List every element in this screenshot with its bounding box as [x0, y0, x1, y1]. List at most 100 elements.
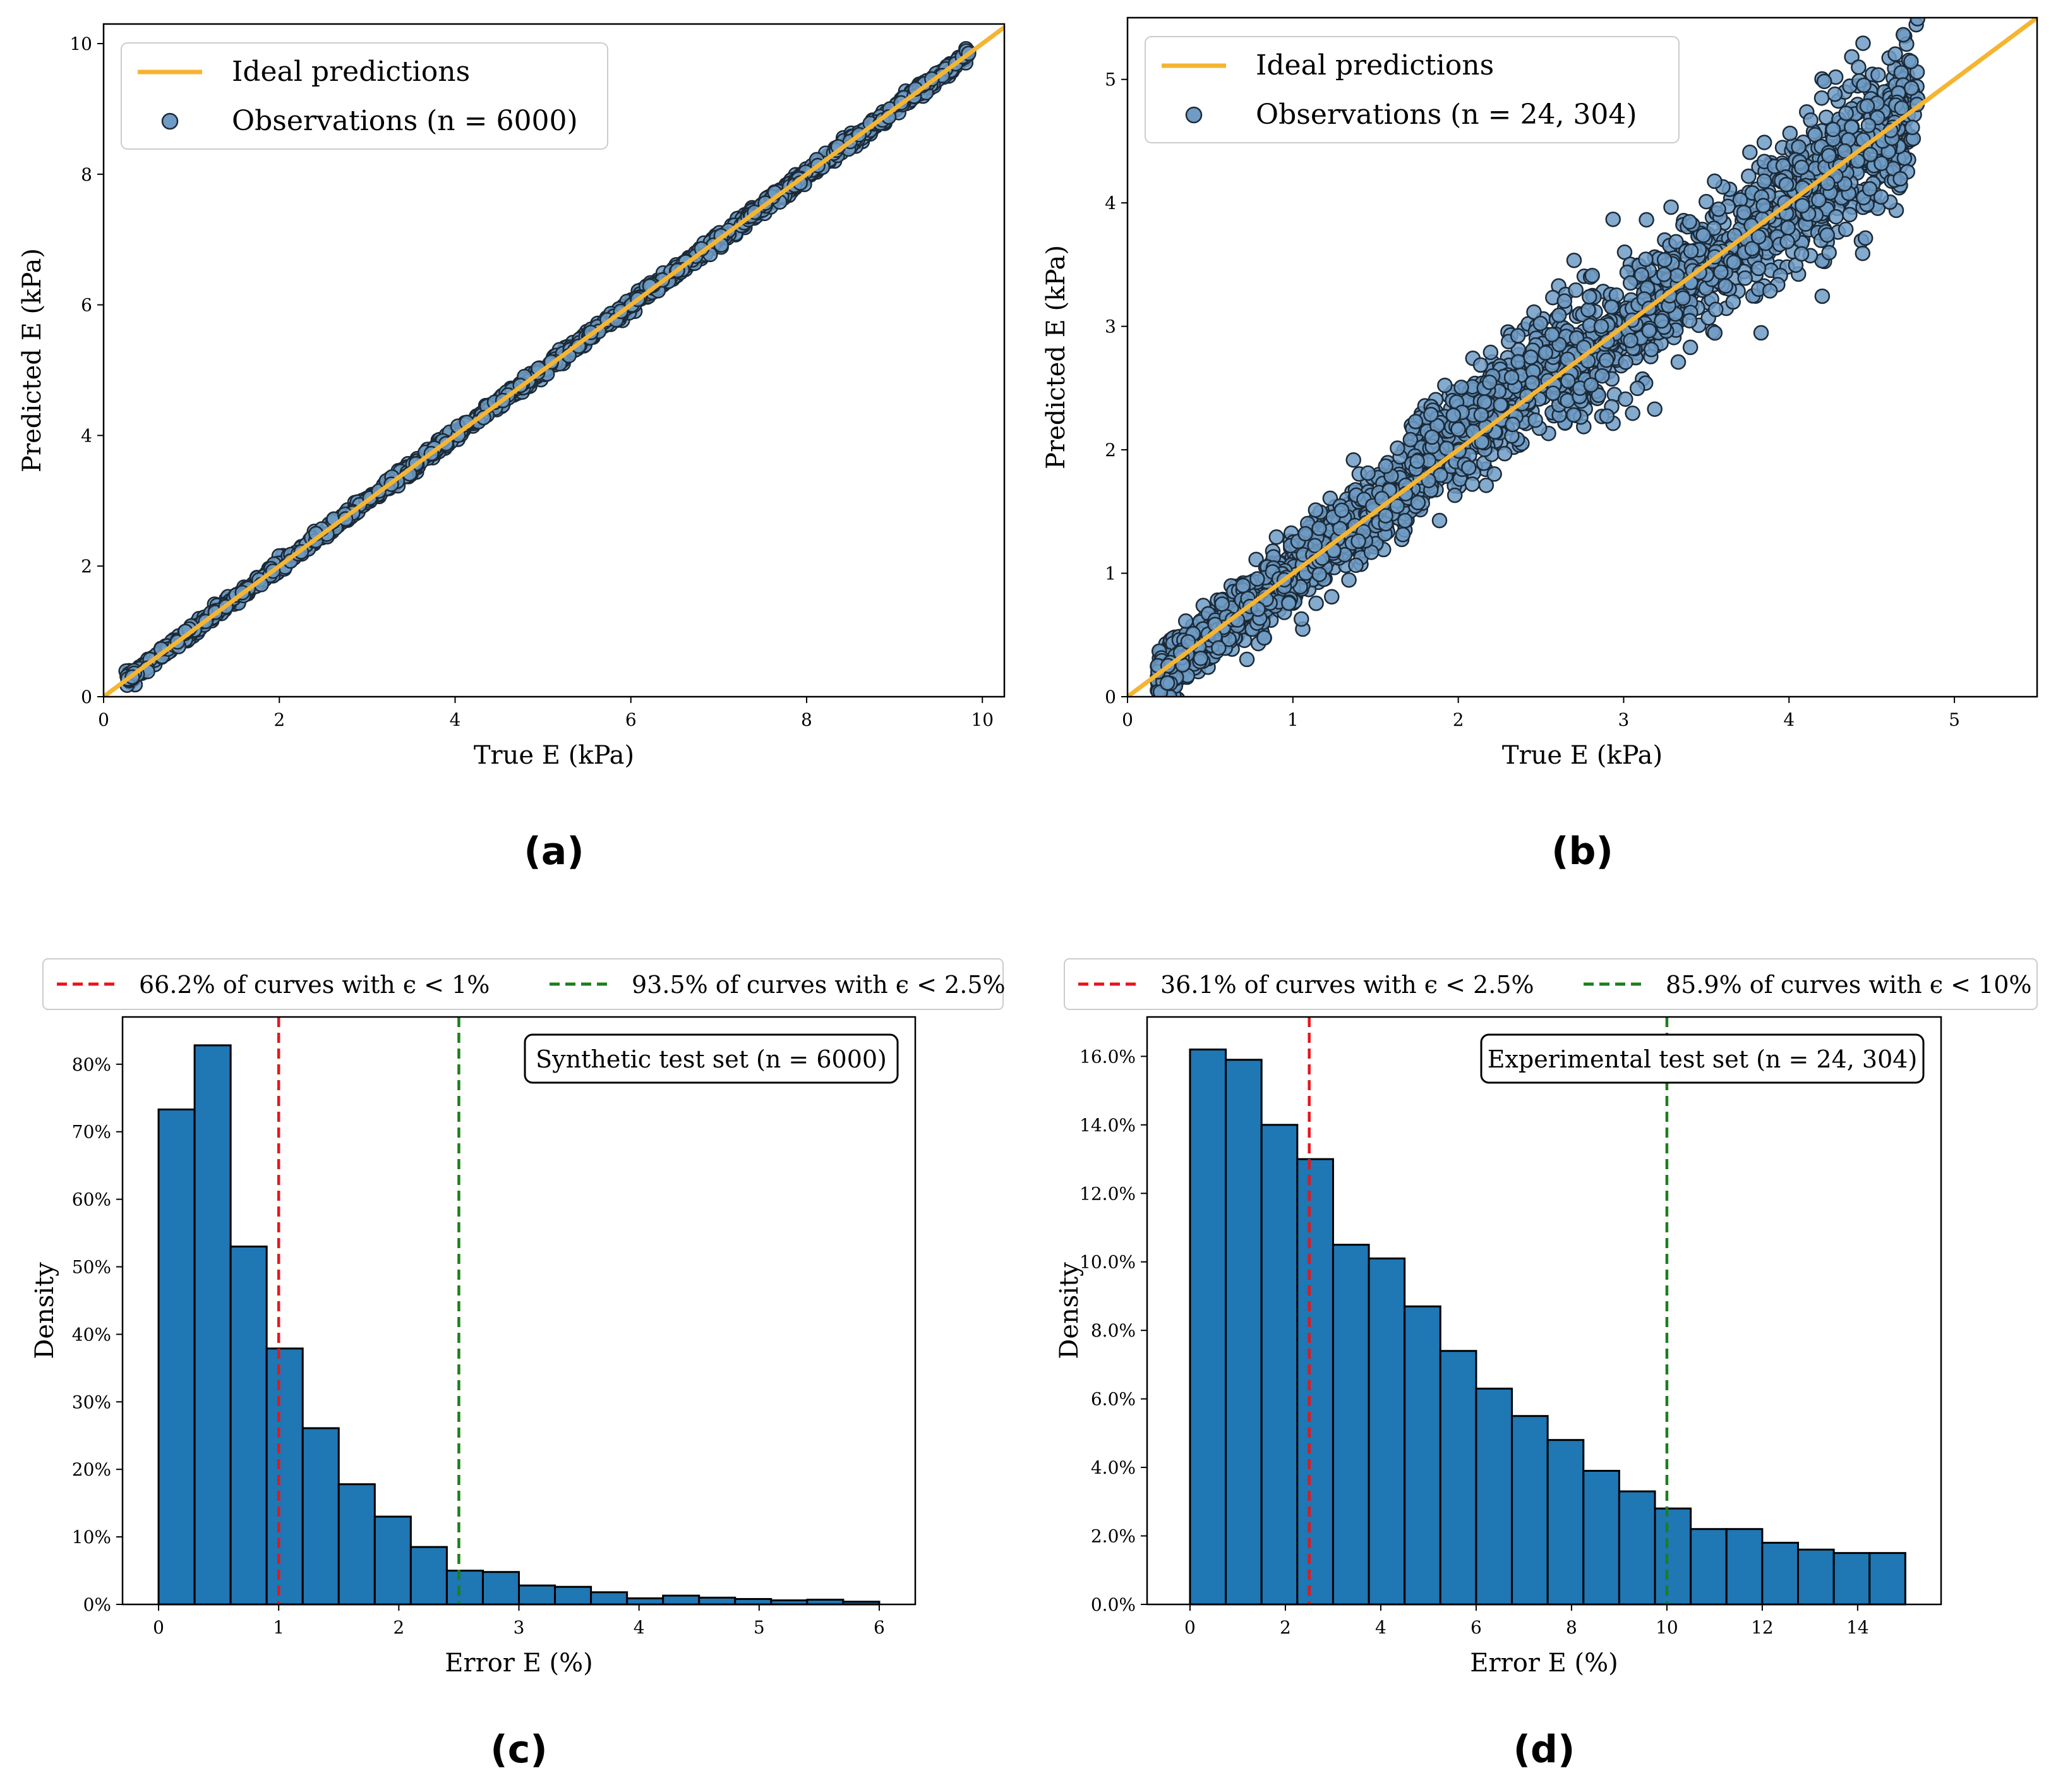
y-axis-label: Predicted E (kPa)	[18, 248, 47, 472]
observation-point	[1750, 260, 1767, 277]
observation-point	[1235, 577, 1251, 594]
observation-point	[1486, 466, 1502, 482]
histogram-bar	[518, 1584, 556, 1606]
observation-point	[1297, 526, 1313, 542]
observation-point	[1350, 533, 1366, 549]
histogram-bar	[1546, 1439, 1585, 1606]
observation-point	[1903, 54, 1919, 69]
histogram-bar	[1832, 1552, 1871, 1606]
y-tick-label: 10%	[72, 1527, 111, 1548]
observation-point	[1756, 173, 1772, 189]
observation-point	[1402, 431, 1419, 448]
ideal-predictions-line	[1128, 18, 2037, 697]
y-tick-label: 4	[81, 425, 92, 446]
x-tick-label: 6	[874, 1617, 885, 1638]
observation-point	[1390, 440, 1405, 456]
observation-point	[1755, 198, 1771, 213]
histogram-bar	[409, 1546, 448, 1606]
observation-point	[1593, 318, 1609, 334]
observation-point	[1821, 148, 1837, 164]
observation-point	[1639, 212, 1654, 228]
observation-point	[1860, 117, 1877, 133]
x-tick-label: 0	[1122, 709, 1133, 730]
y-tick-label: 5	[1105, 69, 1116, 90]
observation-point	[1895, 27, 1911, 43]
observation-point	[1838, 105, 1854, 121]
observation-point	[1360, 465, 1376, 481]
y-tick-label: 2.0%	[1091, 1526, 1136, 1547]
observation-point	[1641, 323, 1657, 339]
observation-point	[1439, 440, 1455, 457]
observation-point	[1311, 567, 1327, 582]
histogram-bar	[1725, 1528, 1764, 1606]
x-axis-label: Error E (%)	[1470, 1649, 1618, 1678]
observation-point	[1625, 406, 1640, 421]
observation-point	[1904, 119, 1920, 136]
observation-point	[1551, 307, 1567, 323]
observation-point	[1825, 121, 1841, 138]
observation-point	[1862, 181, 1878, 197]
observation-point	[1582, 289, 1597, 305]
y-tick-label: 2	[81, 556, 92, 577]
observation-point	[1859, 98, 1875, 114]
observation-point	[1584, 267, 1600, 284]
observation-point	[1816, 73, 1832, 90]
panel-label: (d)	[1513, 1728, 1575, 1772]
annotation-box	[524, 1033, 899, 1084]
y-axis-label: Density	[30, 1262, 59, 1359]
panel-d: 0 2 4 6 8 10 12 14 0.0% 2.0% 4.0% 6.0% 8.0% 10.0% 12.0…	[1055, 958, 2038, 1772]
x-tick-label: 3	[514, 1617, 525, 1638]
y-tick-label: 3	[1105, 316, 1116, 337]
observation-point	[1447, 487, 1463, 503]
y-tick-label: 10	[69, 33, 92, 54]
observation-point	[1437, 377, 1453, 394]
observation-point	[1566, 407, 1582, 423]
annotation-text: Experimental test set (n = 24, 304)	[1488, 1045, 1918, 1073]
legend-box	[42, 958, 1004, 1010]
x-tick-label: 1	[273, 1617, 284, 1638]
legend-marker-swatch	[1185, 106, 1203, 124]
observation-point	[1496, 445, 1513, 462]
observation-point	[1594, 368, 1610, 384]
observation-point	[1675, 290, 1691, 306]
observation-point	[1681, 313, 1698, 328]
legend-box	[121, 42, 608, 150]
histogram-bar	[1439, 1350, 1477, 1606]
observation-point	[1803, 112, 1819, 128]
observation-point	[1268, 529, 1285, 545]
x-tick-label: 5	[1949, 709, 1960, 730]
observation-point	[1409, 453, 1425, 469]
observation-point	[1791, 139, 1807, 155]
observation-point	[1293, 611, 1309, 627]
observation-point	[1423, 406, 1439, 423]
observation-point	[1311, 520, 1327, 536]
observation-point	[1647, 401, 1663, 417]
y-tick-label: 1	[1105, 563, 1116, 584]
observation-point	[1737, 270, 1753, 286]
histogram-bar	[698, 1596, 737, 1606]
x-tick-label: 0	[153, 1617, 164, 1638]
observation-point	[1474, 434, 1490, 450]
y-tick-label: 50%	[72, 1257, 111, 1278]
observation-point	[1445, 407, 1462, 423]
histogram-bar	[373, 1515, 412, 1606]
observation-point	[1668, 234, 1684, 250]
observation-point	[1656, 267, 1672, 282]
observation-point	[1324, 589, 1340, 605]
x-tick-label: 12	[1751, 1617, 1774, 1638]
observation-point	[1656, 252, 1673, 268]
histogram-bar	[1475, 1387, 1513, 1606]
legend-label: 85.9% of curves with ϵ < 10%	[1666, 971, 2032, 999]
histogram-bar	[1761, 1541, 1800, 1606]
observation-point	[1711, 201, 1726, 217]
observation-point	[1281, 595, 1297, 611]
observation-point	[1670, 354, 1687, 370]
scatter-points	[1128, 18, 2037, 697]
histogram-bar	[1260, 1124, 1299, 1606]
observation-point	[1903, 80, 1920, 96]
observation-point	[1378, 508, 1393, 524]
x-tick-label: 1	[1287, 709, 1299, 730]
observation-point	[1741, 168, 1757, 184]
observation-point	[1753, 325, 1769, 341]
